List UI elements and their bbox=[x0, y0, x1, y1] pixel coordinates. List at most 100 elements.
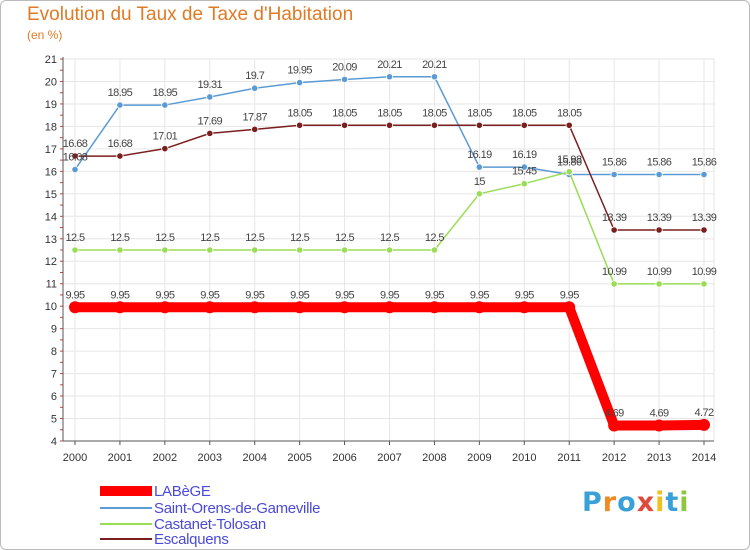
data-labels: 9.95 9.95 9.95 9.95 9.95 9.95 9.95 9.95 9.95 9.95… bbox=[63, 59, 718, 420]
legend-swatch bbox=[100, 507, 152, 509]
data-point bbox=[610, 226, 618, 234]
logo-letter: o bbox=[617, 487, 637, 518]
data-label: 18.05 bbox=[467, 107, 492, 119]
data-label: 9.95 bbox=[155, 289, 174, 301]
y-tick-label: 20 bbox=[45, 76, 57, 88]
x-tick-label: 2014 bbox=[692, 452, 716, 464]
data-point bbox=[565, 121, 573, 129]
data-label: 16.68 bbox=[63, 138, 88, 150]
data-point bbox=[385, 246, 394, 254]
data-point bbox=[161, 246, 169, 254]
unit-label: (en %) bbox=[27, 28, 63, 42]
y-tick-label: 19 bbox=[45, 99, 57, 111]
data-label: 17.01 bbox=[153, 131, 178, 143]
data-label: 9.95 bbox=[290, 289, 309, 301]
legend-label: Castanet-Tolosan bbox=[154, 515, 266, 533]
y-tick-label: 10 bbox=[45, 301, 57, 313]
data-label: 9.95 bbox=[65, 289, 84, 301]
data-point bbox=[340, 121, 349, 129]
data-label: 15.45 bbox=[512, 166, 537, 178]
data-point bbox=[655, 226, 663, 234]
data-point bbox=[113, 301, 126, 314]
data-point bbox=[203, 301, 216, 314]
data-label: 10.99 bbox=[647, 266, 672, 278]
data-label: 12.5 bbox=[245, 232, 264, 244]
data-point bbox=[116, 101, 124, 109]
x-tick-label: 2005 bbox=[287, 452, 311, 464]
data-label: 15 bbox=[474, 176, 486, 188]
y-tick-label: 21 bbox=[45, 54, 57, 66]
data-point bbox=[71, 246, 79, 254]
data-point bbox=[430, 73, 439, 81]
data-point bbox=[520, 180, 528, 188]
data-point bbox=[71, 152, 79, 160]
data-point bbox=[248, 301, 261, 314]
data-point bbox=[385, 121, 394, 129]
x-tick-label: 2011 bbox=[557, 452, 581, 464]
data-point bbox=[430, 121, 439, 129]
data-label: 18.95 bbox=[108, 87, 133, 99]
y-tick-label: 11 bbox=[46, 279, 57, 291]
data-point bbox=[565, 168, 573, 176]
data-label: 20.09 bbox=[332, 61, 357, 73]
data-label: 4.69 bbox=[605, 407, 624, 419]
logo-letter: t bbox=[665, 487, 680, 518]
legend-item-saint-orens: Saint-Orens-de-Gameville bbox=[100, 499, 321, 517]
data-label: 15.86 bbox=[557, 156, 582, 168]
data-point bbox=[251, 125, 259, 133]
x-tick-label: 2006 bbox=[332, 452, 356, 464]
legend-swatch bbox=[100, 538, 152, 540]
data-point bbox=[653, 419, 666, 432]
x-tick-label: 2000 bbox=[63, 452, 87, 464]
data-point bbox=[428, 301, 441, 314]
data-point bbox=[475, 163, 483, 171]
data-label: 20.21 bbox=[377, 59, 402, 71]
data-label: 19.7 bbox=[245, 70, 264, 82]
y-tick-label: 8 bbox=[51, 346, 57, 358]
data-point bbox=[161, 101, 169, 109]
data-label: 9.95 bbox=[110, 289, 129, 301]
data-label: 15.86 bbox=[692, 156, 717, 168]
legend-label: Saint-Orens-de-Gameville bbox=[154, 499, 321, 517]
x-tick-label: 2009 bbox=[467, 452, 491, 464]
data-label: 13.39 bbox=[647, 212, 672, 224]
x-tick-label: 2002 bbox=[153, 452, 177, 464]
data-label: 9.95 bbox=[200, 289, 219, 301]
data-point bbox=[475, 190, 483, 198]
data-point bbox=[655, 280, 663, 288]
x-tick-label: 2004 bbox=[242, 452, 266, 464]
data-label: 16.68 bbox=[108, 138, 133, 150]
data-label: 18.05 bbox=[377, 107, 402, 119]
x-tick-label: 2010 bbox=[512, 452, 536, 464]
data-point bbox=[116, 152, 124, 160]
data-point bbox=[116, 246, 124, 254]
data-label: 12.5 bbox=[335, 232, 354, 244]
data-label: 10.99 bbox=[692, 266, 717, 278]
x-tick-label: 2007 bbox=[377, 452, 401, 464]
data-point bbox=[296, 246, 304, 254]
data-label: 4.72 bbox=[694, 407, 713, 419]
data-point bbox=[206, 246, 214, 254]
x-tick-label: 2003 bbox=[198, 452, 222, 464]
data-label: 18.05 bbox=[422, 107, 447, 119]
data-point bbox=[563, 301, 576, 314]
data-label: 19.95 bbox=[287, 65, 312, 77]
data-label: 9.95 bbox=[425, 289, 444, 301]
legend-item-escalquens: Escalquens bbox=[100, 531, 229, 548]
y-tick-label: 15 bbox=[45, 189, 57, 201]
data-label: 16.08 bbox=[63, 152, 88, 164]
data-point bbox=[698, 418, 710, 431]
data-point bbox=[340, 246, 349, 254]
x-tick-label: 2001 bbox=[108, 452, 132, 464]
data-label: 15.86 bbox=[647, 156, 672, 168]
y-tick-label: 9 bbox=[51, 324, 57, 336]
data-point bbox=[296, 121, 304, 129]
chart-title: Evolution du Taux de Taxe d'Habitation bbox=[27, 4, 354, 25]
data-point bbox=[520, 121, 528, 129]
legend-item-labege: LABèGE bbox=[100, 482, 211, 500]
legend-label: LABèGE bbox=[154, 482, 211, 500]
data-point bbox=[161, 145, 169, 153]
y-tick-label: 12 bbox=[45, 256, 57, 268]
x-tick-label: 2008 bbox=[422, 452, 446, 464]
